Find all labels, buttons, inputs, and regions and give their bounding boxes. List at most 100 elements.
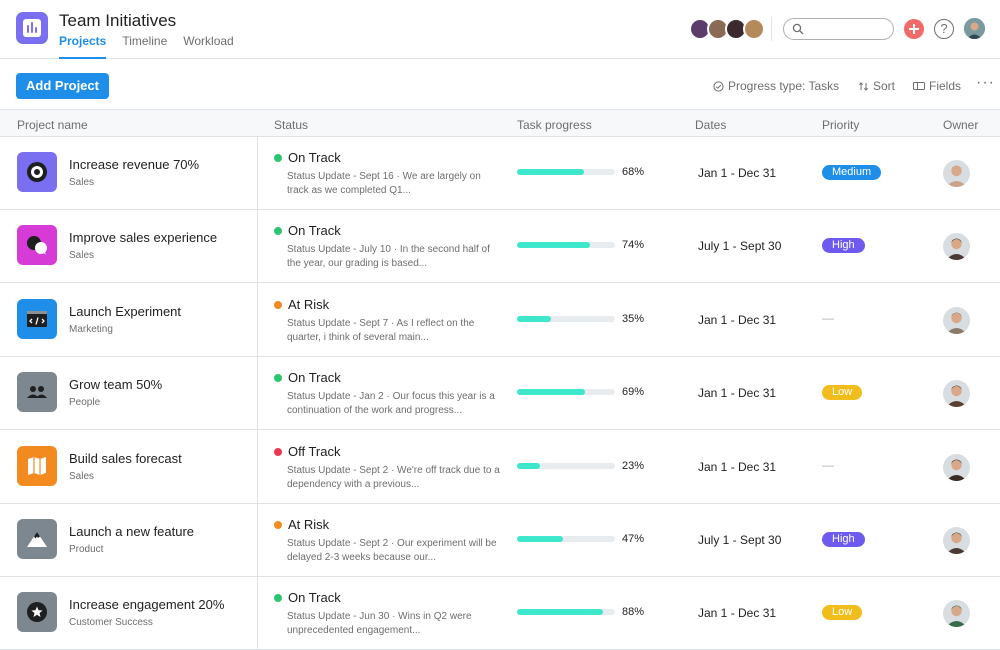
people-icon[interactable] <box>17 372 57 413</box>
status-label[interactable]: At Risk <box>288 517 330 532</box>
table-row[interactable]: Grow team 50% People On Track Status Update… <box>0 357 1000 431</box>
owner-avatar[interactable] <box>943 453 970 481</box>
plus-icon <box>909 24 919 34</box>
project-dates[interactable]: Jan 1 - Dec 31 <box>698 606 777 621</box>
priority-badge[interactable]: High <box>822 238 865 254</box>
project-team: Marketing <box>69 323 113 335</box>
owner-avatar[interactable] <box>943 527 970 554</box>
owner-avatar[interactable] <box>943 233 970 261</box>
status-dot-icon <box>274 154 282 162</box>
status-update-text[interactable]: Status Update - Sept 16 · We are largely… <box>287 171 481 196</box>
project-name[interactable]: Grow team 50% <box>69 377 163 393</box>
column-header-owner[interactable]: Owner <box>943 118 979 132</box>
project-logo-icon[interactable] <box>16 12 48 44</box>
status-update-text[interactable]: Status Update - Sept 2 · We're off track… <box>287 464 500 490</box>
priority-badge[interactable]: Low <box>822 605 863 621</box>
fields-label: Fields <box>929 79 962 93</box>
table-row[interactable]: Launch Experiment Marketing At Risk Status … <box>0 284 1000 357</box>
status-update-text[interactable]: Status Update - Sept 7 · As I reflect on… <box>287 317 475 343</box>
project-dates[interactable]: Jan 1 - Dec 31 <box>698 386 777 401</box>
sort-button[interactable]: Sort <box>858 79 895 93</box>
tab-projects[interactable]: Projects <box>59 34 107 59</box>
status-label[interactable]: On Track <box>288 370 341 386</box>
tab-timeline[interactable]: Timeline <box>122 34 168 48</box>
task-progress-percent: 74% <box>622 239 645 252</box>
quick-add-button[interactable] <box>904 19 924 39</box>
sort-label: Sort <box>873 79 896 93</box>
help-button[interactable]: ? <box>934 19 954 39</box>
column-header-task-progress[interactable]: Task progress <box>517 118 592 132</box>
progress-type-label: Progress type: Tasks <box>728 79 840 93</box>
mountain-icon[interactable] <box>17 519 57 559</box>
task-progress-percent: 88% <box>622 606 645 619</box>
project-name[interactable]: Increase engagement 20% <box>69 597 225 613</box>
task-progress-bar <box>517 609 615 616</box>
table-row[interactable]: Increase engagement 20% Customer Success O… <box>0 577 1000 650</box>
member-avatars[interactable] <box>689 18 765 40</box>
priority-badge[interactable]: Medium <box>822 165 882 180</box>
status-label[interactable]: On Track <box>288 223 341 239</box>
column-header-project-name[interactable]: Project name <box>17 118 88 132</box>
project-dates[interactable]: Jan 1 - Dec 31 <box>698 312 777 327</box>
project-dates[interactable]: Jan 1 - Dec 31 <box>698 459 777 474</box>
status-label[interactable]: At Risk <box>288 296 330 312</box>
search-box[interactable] <box>783 18 894 40</box>
page-header: Team Initiatives Projects Timeline Workl… <box>0 0 1000 59</box>
priority-badge[interactable]: Low <box>822 385 863 401</box>
tab-workload[interactable]: Workload <box>183 34 234 48</box>
priority-badge[interactable]: High <box>822 532 865 547</box>
code-window-icon[interactable] <box>17 298 57 339</box>
owner-avatar[interactable] <box>943 306 970 334</box>
add-project-button[interactable]: Add Project <box>16 73 109 99</box>
status-update-text[interactable]: Status Update - Sept 2 · Our experiment … <box>287 538 497 563</box>
star-badge-icon[interactable] <box>17 592 57 633</box>
status-dot-icon <box>274 300 282 309</box>
project-name[interactable]: Improve sales experience <box>69 230 218 246</box>
search-input[interactable] <box>808 21 888 37</box>
progress-type-button[interactable]: Progress type: Tasks <box>713 79 839 93</box>
status-update-text[interactable]: Status Update - Jan 2 · Our focus this y… <box>287 391 495 417</box>
more-options-button[interactable]: ··· <box>976 74 995 91</box>
priority-empty[interactable]: — <box>822 310 834 325</box>
owner-avatar[interactable] <box>943 380 970 408</box>
project-name[interactable]: Increase revenue 70% <box>69 157 200 172</box>
project-team: Product <box>69 544 104 555</box>
user-photo-icon <box>964 18 985 39</box>
column-header-priority[interactable]: Priority <box>822 118 860 132</box>
fields-button[interactable]: Fields <box>913 79 961 93</box>
header-divider <box>771 17 772 41</box>
project-name[interactable]: Launch a new feature <box>69 524 195 539</box>
status-update-text[interactable]: Status Update - July 10 · In the second … <box>287 244 490 270</box>
task-progress-fill <box>517 389 585 396</box>
project-dates[interactable]: July 1 - Sept 30 <box>698 533 782 547</box>
current-user-avatar[interactable] <box>964 18 985 39</box>
chat-bubbles-icon[interactable] <box>17 225 57 266</box>
map-icon[interactable] <box>17 445 57 486</box>
status-dot-icon <box>274 521 282 529</box>
table-row[interactable]: Build sales forecast Sales Off Track Status… <box>0 431 1000 504</box>
project-dates[interactable]: July 1 - Sept 30 <box>698 239 782 254</box>
project-name[interactable]: Launch Experiment <box>69 303 182 319</box>
project-dates[interactable]: Jan 1 - Dec 31 <box>698 166 777 180</box>
table-row[interactable]: Increase revenue 70% Sales On Track Status … <box>0 137 1000 210</box>
task-progress-percent: 68% <box>622 166 645 178</box>
priority-empty[interactable]: — <box>822 457 834 472</box>
task-progress-percent: 35% <box>622 312 645 325</box>
project-name[interactable]: Build sales forecast <box>69 450 182 466</box>
owner-avatar[interactable] <box>943 600 970 628</box>
task-progress-percent: 69% <box>622 386 645 399</box>
column-header-status[interactable]: Status <box>274 118 309 132</box>
status-update-text[interactable]: Status Update - Jun 30 · Wins in Q2 were… <box>287 611 472 637</box>
status-label[interactable]: Off Track <box>288 443 341 459</box>
owner-avatar[interactable] <box>943 160 970 187</box>
task-progress-fill <box>517 609 604 616</box>
table-row[interactable]: Launch a new feature Product At Risk Status… <box>0 504 1000 577</box>
column-header-dates[interactable]: Dates <box>695 118 727 132</box>
task-progress-fill <box>517 462 540 469</box>
status-dot-icon <box>274 227 282 236</box>
target-icon[interactable] <box>17 152 57 192</box>
task-progress-percent: 47% <box>622 533 645 545</box>
status-label[interactable]: On Track <box>288 590 341 606</box>
status-label[interactable]: On Track <box>288 150 341 165</box>
table-row[interactable]: Improve sales experience Sales On Track Sta… <box>0 210 1000 284</box>
